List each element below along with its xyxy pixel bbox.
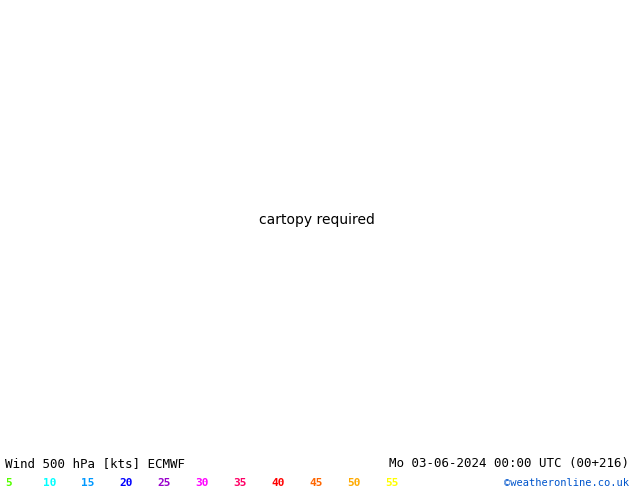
Text: cartopy required: cartopy required	[259, 213, 375, 227]
Text: 25: 25	[157, 478, 171, 488]
Text: 50: 50	[347, 478, 361, 488]
Text: 60: 60	[424, 478, 437, 488]
Text: 55: 55	[385, 478, 399, 488]
Text: ©weatheronline.co.uk: ©weatheronline.co.uk	[504, 478, 629, 488]
Text: 15: 15	[81, 478, 94, 488]
Text: 5: 5	[5, 478, 12, 488]
Text: 35: 35	[233, 478, 247, 488]
Text: 45: 45	[309, 478, 323, 488]
Text: 40: 40	[271, 478, 285, 488]
Text: Wind 500 hPa [kts] ECMWF: Wind 500 hPa [kts] ECMWF	[5, 457, 185, 470]
Text: Mo 03-06-2024 00:00 UTC (00+216): Mo 03-06-2024 00:00 UTC (00+216)	[389, 457, 629, 470]
Text: 20: 20	[119, 478, 133, 488]
Text: 30: 30	[195, 478, 209, 488]
Text: 10: 10	[43, 478, 56, 488]
